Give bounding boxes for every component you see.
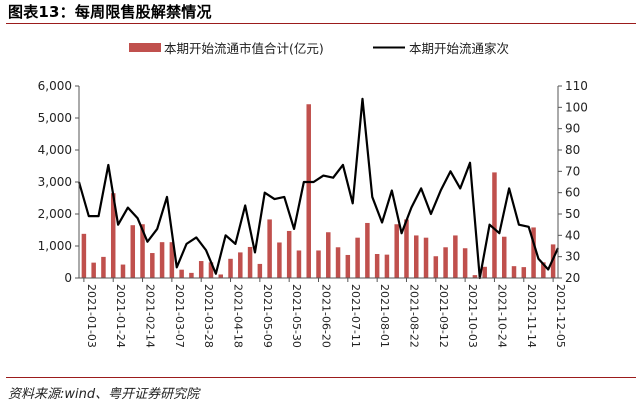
x-tick-label-5: 2021-04-18 [232, 284, 245, 348]
bar-41 [482, 266, 487, 278]
bar-14 [218, 274, 223, 278]
bar-16 [238, 252, 243, 278]
left-tick-label-5: 5,000 [38, 111, 72, 125]
bar-37 [443, 247, 448, 278]
right-tick-label-6: 80 [565, 143, 580, 157]
right-tick-label-3: 50 [565, 207, 580, 221]
bar-15 [228, 258, 233, 278]
bar-17 [247, 246, 253, 278]
x-tick-label-3: 2021-03-07 [173, 284, 186, 348]
x-tick-label-6: 2021-05-09 [261, 284, 274, 348]
right-tick-label-7: 90 [565, 122, 580, 136]
bar-12 [198, 261, 204, 278]
x-tick-label-8: 2021-06-20 [320, 284, 333, 348]
bar-13 [208, 262, 214, 278]
x-tick-label-9: 2021-07-11 [349, 284, 362, 348]
left-tick-label-6: 6,000 [38, 79, 72, 93]
bar-series [81, 104, 556, 279]
bar-38 [453, 235, 458, 278]
bar-23 [306, 104, 311, 279]
left-axis-ticks: 0 1,000 2,000 3,000 4,000 5,000 6,000 [38, 79, 79, 285]
bar-29 [365, 222, 370, 278]
bar-5 [130, 225, 136, 278]
bar-6 [140, 224, 145, 278]
bar-7 [150, 253, 155, 278]
left-tick-label-2: 2,000 [38, 207, 72, 221]
line-path [77, 97, 559, 280]
chart: 本期开始流通市值合计(亿元) 本期开始流通家次 0 1,000 2,000 3,000… [38, 41, 588, 348]
bar-8 [159, 242, 165, 278]
bar-11 [189, 272, 194, 278]
x-tick-label-11: 2021-08-22 [407, 284, 420, 348]
bar-42 [492, 172, 497, 278]
right-tick-label-1: 30 [565, 250, 580, 264]
bar-22 [296, 250, 302, 278]
bar-33 [404, 219, 409, 278]
bar-10 [179, 269, 184, 278]
left-tick-label-3: 3,000 [38, 175, 72, 189]
bar-26 [335, 247, 341, 278]
bar-20 [277, 242, 282, 278]
x-tick-label-4: 2021-03-28 [202, 284, 215, 348]
bar-24 [316, 250, 321, 278]
right-axis-ticks: 20 30 40 50 60 70 80 90 100 110 [558, 79, 588, 285]
right-tick-label-0: 20 [565, 271, 580, 285]
right-tick-label-4: 60 [565, 186, 580, 200]
right-tick-label-2: 40 [565, 228, 580, 242]
bar-45 [521, 267, 527, 278]
bar-47 [541, 262, 546, 278]
bar-43 [501, 236, 507, 278]
bar-28 [355, 237, 360, 278]
x-tick-label-1: 2021-01-24 [114, 284, 127, 348]
bar-35 [423, 237, 429, 278]
legend-bar-label: 本期开始流通市值合计(亿元) [164, 41, 324, 56]
x-tick-label-7: 2021-05-30 [290, 284, 303, 348]
x-tick-label-14: 2021-10-24 [495, 284, 508, 348]
title-rule [6, 23, 636, 24]
x-tick-label-10: 2021-08-01 [378, 284, 391, 348]
bar-9 [169, 242, 175, 278]
x-tick-label-0: 2021-01-03 [85, 284, 98, 348]
bar-32 [394, 224, 399, 278]
right-tick-label-9: 110 [565, 79, 588, 93]
bar-31 [384, 254, 390, 278]
bar-46 [531, 227, 536, 278]
legend-bar-swatch [129, 43, 161, 52]
bar-4 [120, 264, 126, 278]
x-axis-ticks: 2021-01-03 2021-01-24 2021-02-14 2021-03-07… [83, 278, 567, 348]
left-tick-label-1: 1,000 [38, 239, 72, 253]
bar-34 [414, 235, 419, 278]
bar-44 [511, 266, 517, 278]
legend: 本期开始流通市值合计(亿元) 本期开始流通家次 [129, 41, 509, 56]
legend-line-label: 本期开始流通家次 [409, 41, 509, 56]
bar-40 [472, 275, 478, 278]
x-tick-label-15: 2021-11-14 [525, 284, 538, 348]
left-tick-label-4: 4,000 [38, 143, 72, 157]
bar-21 [286, 230, 292, 278]
bar-18 [257, 263, 263, 278]
right-tick-label-8: 100 [565, 100, 588, 114]
x-tick-label-13: 2021-10-03 [466, 284, 479, 348]
source-note: 资料来源:wind、粤开证券研究院 [8, 387, 200, 402]
x-tick-label-16: 2021-12-05 [554, 284, 567, 348]
bar-3 [110, 193, 116, 278]
figure-title: 图表13：每周限售股解禁情况 [8, 3, 212, 21]
left-tick-label-0: 0 [64, 271, 72, 285]
x-tick-label-2: 2021-02-14 [144, 284, 157, 348]
bar-36 [433, 256, 439, 278]
right-tick-label-5: 70 [565, 164, 580, 178]
bar-39 [462, 248, 468, 278]
bar-2 [101, 256, 106, 278]
bar-19 [267, 219, 272, 278]
bar-27 [345, 254, 351, 278]
bar-30 [374, 254, 380, 278]
bar-1 [91, 262, 96, 278]
bar-0 [81, 233, 87, 278]
bottom-rule [6, 377, 636, 378]
bar-25 [326, 232, 331, 278]
x-tick-label-12: 2021-09-12 [437, 284, 450, 348]
